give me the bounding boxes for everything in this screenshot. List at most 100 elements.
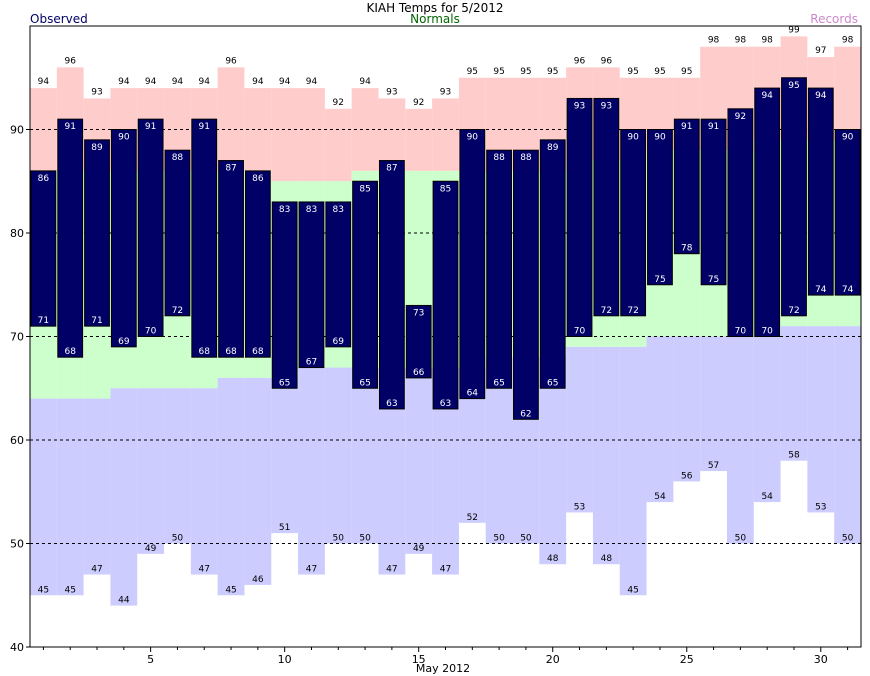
observed-high-label-day-3: 89 bbox=[91, 143, 103, 153]
observed-bar-day-2 bbox=[57, 118, 84, 358]
record-low-band-day-25 bbox=[673, 336, 701, 482]
record-low-band-day-1 bbox=[30, 398, 57, 596]
observed-high-label-day-25: 91 bbox=[681, 122, 692, 132]
record-high-label-day-14: 93 bbox=[386, 87, 397, 97]
record-high-band-day-14 bbox=[378, 98, 406, 171]
record-high-label-day-19: 95 bbox=[520, 67, 531, 77]
observed-bar-day-18 bbox=[486, 149, 513, 389]
record-low-band-day-23 bbox=[619, 346, 647, 596]
observed-high-label-day-17: 90 bbox=[467, 133, 479, 143]
observed-high-label-day-19: 88 bbox=[520, 153, 532, 163]
observed-high-label-day-20: 89 bbox=[547, 143, 559, 153]
observed-high-label-day-27: 92 bbox=[735, 112, 746, 122]
record-low-label-day-9: 46 bbox=[252, 575, 264, 585]
record-high-label-day-27: 98 bbox=[735, 36, 747, 46]
observed-bar-day-21 bbox=[566, 97, 593, 337]
record-low-label-day-7: 47 bbox=[199, 565, 210, 575]
observed-low-label-day-16: 63 bbox=[440, 399, 451, 409]
record-low-label-day-6: 50 bbox=[172, 534, 184, 544]
record-high-band-day-8 bbox=[217, 67, 245, 171]
observed-low-label-day-13: 65 bbox=[359, 378, 370, 388]
y-tick-label-50: 50 bbox=[10, 538, 24, 551]
legend-normals-label: Normals bbox=[410, 12, 460, 26]
observed-low-label-day-23: 72 bbox=[627, 306, 638, 316]
observed-high-label-day-31: 90 bbox=[842, 133, 854, 143]
observed-bar-day-15 bbox=[405, 304, 432, 379]
record-low-label-day-28: 54 bbox=[761, 492, 773, 502]
observed-high-label-day-23: 90 bbox=[627, 133, 639, 143]
record-low-label-day-19: 50 bbox=[520, 534, 532, 544]
record-low-label-day-14: 47 bbox=[386, 565, 397, 575]
record-high-label-day-7: 94 bbox=[199, 77, 211, 87]
observed-bar-day-25 bbox=[673, 118, 700, 255]
observed-bar-day-27 bbox=[727, 108, 754, 337]
x-tick-label-5: 5 bbox=[147, 653, 154, 666]
record-low-label-day-15: 49 bbox=[413, 544, 425, 554]
y-tick-label-90: 90 bbox=[10, 124, 24, 137]
record-high-label-day-25: 95 bbox=[681, 67, 692, 77]
record-high-band-day-12 bbox=[324, 108, 352, 182]
y-tick-label-60: 60 bbox=[10, 434, 24, 447]
observed-high-label-day-12: 83 bbox=[333, 205, 344, 215]
observed-bar-day-23 bbox=[620, 129, 647, 317]
observed-bar-day-6 bbox=[164, 149, 191, 317]
record-high-label-day-3: 93 bbox=[91, 87, 102, 97]
observed-high-label-day-22: 93 bbox=[601, 101, 612, 111]
observed-low-label-day-8: 68 bbox=[225, 347, 237, 357]
observed-bar-day-24 bbox=[647, 129, 673, 286]
observed-bar-day-16 bbox=[432, 180, 459, 410]
observed-low-label-day-12: 69 bbox=[333, 337, 345, 347]
record-low-label-day-8: 45 bbox=[225, 585, 236, 595]
record-high-band-day-31 bbox=[834, 46, 861, 140]
observed-low-label-day-11: 67 bbox=[306, 358, 317, 368]
record-high-band-day-16 bbox=[432, 98, 459, 171]
observed-low-label-day-30: 74 bbox=[815, 285, 827, 295]
chart-title: KIAH Temps for 5/2012 bbox=[366, 1, 504, 15]
record-high-label-day-9: 94 bbox=[252, 77, 264, 87]
record-high-label-day-16: 93 bbox=[440, 87, 451, 97]
record-high-label-day-2: 96 bbox=[64, 56, 76, 66]
y-tick-label-80: 80 bbox=[10, 227, 24, 240]
record-low-band-day-22 bbox=[592, 346, 620, 565]
observed-bar-day-11 bbox=[298, 201, 325, 369]
record-low-label-day-25: 56 bbox=[681, 471, 693, 481]
observed-bar-day-31 bbox=[834, 129, 861, 296]
record-high-band-day-10 bbox=[271, 88, 299, 182]
record-low-band-day-3 bbox=[83, 398, 111, 575]
x-tick-label-20: 20 bbox=[546, 653, 560, 666]
observed-low-label-day-1: 71 bbox=[38, 316, 49, 326]
record-high-label-day-6: 94 bbox=[172, 77, 184, 87]
record-low-label-day-29: 58 bbox=[788, 451, 800, 461]
y-tick-label-40: 40 bbox=[10, 641, 24, 654]
record-high-label-day-4: 94 bbox=[118, 77, 130, 87]
observed-low-label-day-15: 66 bbox=[413, 368, 425, 378]
record-high-label-day-8: 96 bbox=[225, 56, 237, 66]
record-high-label-day-12: 92 bbox=[333, 98, 344, 108]
record-high-band-day-11 bbox=[298, 88, 325, 182]
observed-low-label-day-5: 70 bbox=[145, 327, 157, 337]
record-low-band-day-4 bbox=[110, 388, 138, 606]
observed-bar-day-19 bbox=[513, 149, 539, 420]
observed-high-label-day-11: 83 bbox=[306, 205, 317, 215]
record-high-label-day-21: 96 bbox=[574, 56, 586, 66]
record-low-band-day-13 bbox=[351, 367, 379, 544]
legend-records-label: Records bbox=[810, 12, 858, 26]
record-low-label-day-13: 50 bbox=[359, 534, 371, 544]
record-high-band-day-15 bbox=[405, 108, 433, 171]
record-high-label-day-22: 96 bbox=[601, 56, 613, 66]
record-high-label-day-10: 94 bbox=[279, 77, 291, 87]
observed-low-label-day-26: 75 bbox=[708, 275, 719, 285]
observed-high-label-day-7: 91 bbox=[199, 122, 210, 132]
observed-bar-day-26 bbox=[700, 118, 727, 286]
record-high-label-day-1: 94 bbox=[38, 77, 50, 87]
record-low-band-day-6 bbox=[164, 388, 191, 544]
observed-high-label-day-30: 94 bbox=[815, 91, 827, 101]
observed-bars bbox=[30, 77, 861, 420]
observed-high-label-day-9: 86 bbox=[252, 174, 264, 184]
record-low-label-day-18: 50 bbox=[493, 534, 505, 544]
observed-high-label-day-16: 85 bbox=[440, 184, 451, 194]
observed-bar-day-22 bbox=[593, 97, 620, 317]
record-low-band-day-7 bbox=[190, 388, 218, 575]
observed-bar-day-13 bbox=[352, 180, 378, 389]
